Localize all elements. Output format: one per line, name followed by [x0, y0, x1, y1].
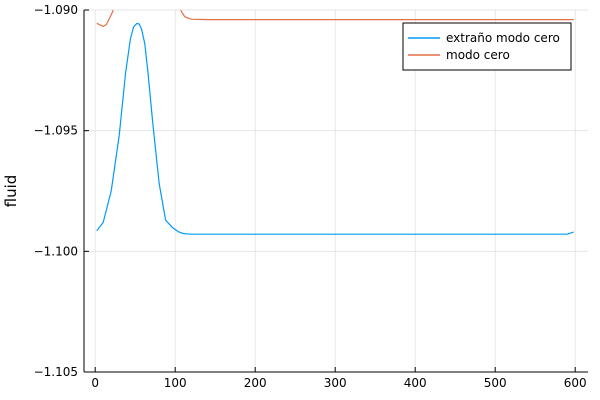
series-group	[96, 10, 574, 235]
series-line-extrano-modo-cero	[96, 22, 574, 235]
legend-label-modo-cero: modo cero	[446, 48, 510, 62]
x-tick-label: 0	[91, 376, 99, 390]
x-tick-label: 400	[404, 376, 427, 390]
x-tick-label: 200	[244, 376, 267, 390]
legend-label-extrano-modo-cero: extraño modo cero	[446, 31, 560, 45]
y-tick-label: −1.090	[34, 3, 78, 17]
x-tick-label: 300	[324, 376, 347, 390]
x-tick-label: 100	[164, 376, 187, 390]
y-axis-title: fluid	[2, 175, 20, 208]
legend: extraño modo cero modo cero	[402, 22, 572, 71]
y-tick-label: −1.105	[34, 365, 78, 379]
series-line-modo-cero	[96, 10, 574, 28]
x-tick-label: 600	[564, 376, 587, 390]
legend-box	[402, 22, 572, 71]
x-tick-label: 500	[484, 376, 507, 390]
axes	[83, 10, 588, 373]
ticks: 0 100 200 300 400 500 600 −1.105 −1.100 −1.095 −1.…	[34, 3, 587, 390]
y-tick-label: −1.095	[34, 124, 78, 138]
y-tick-label: −1.100	[34, 244, 78, 258]
